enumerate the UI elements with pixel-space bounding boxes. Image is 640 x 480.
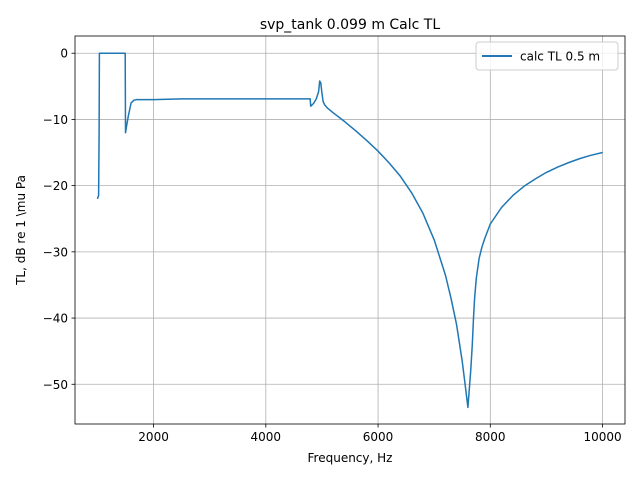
y-tick-label: −20 [43,179,68,193]
y-tick-label: 0 [60,47,68,61]
y-tick-label: −50 [43,378,68,392]
y-axis-label: TL, dB re 1 \mu Pa [14,175,28,286]
y-tick-label: −30 [43,245,68,259]
x-tick-label: 10000 [583,430,621,444]
y-tick-label: −40 [43,312,68,326]
x-tick-label: 2000 [138,430,169,444]
legend-entry: calc TL 0.5 m [520,50,600,64]
chart-title: svp_tank 0.099 m Calc TL [260,17,441,33]
plot-data [96,52,603,409]
y-tick-label: −10 [43,113,68,127]
x-tick-label: 4000 [251,430,282,444]
grid-lines [75,36,625,424]
series-line-0 [96,52,603,409]
legend-box [475,41,619,71]
legend: calc TL 0.5 m [475,41,619,71]
x-axis-label: Frequency, Hz [308,451,393,465]
x-tick-label: 8000 [475,430,506,444]
x-tick-label: 6000 [363,430,394,444]
ticks: 2000 4000 6000 8000 10000 0 −10 −20 −30 −40 −50 [43,47,622,444]
plot-frame [74,35,626,425]
